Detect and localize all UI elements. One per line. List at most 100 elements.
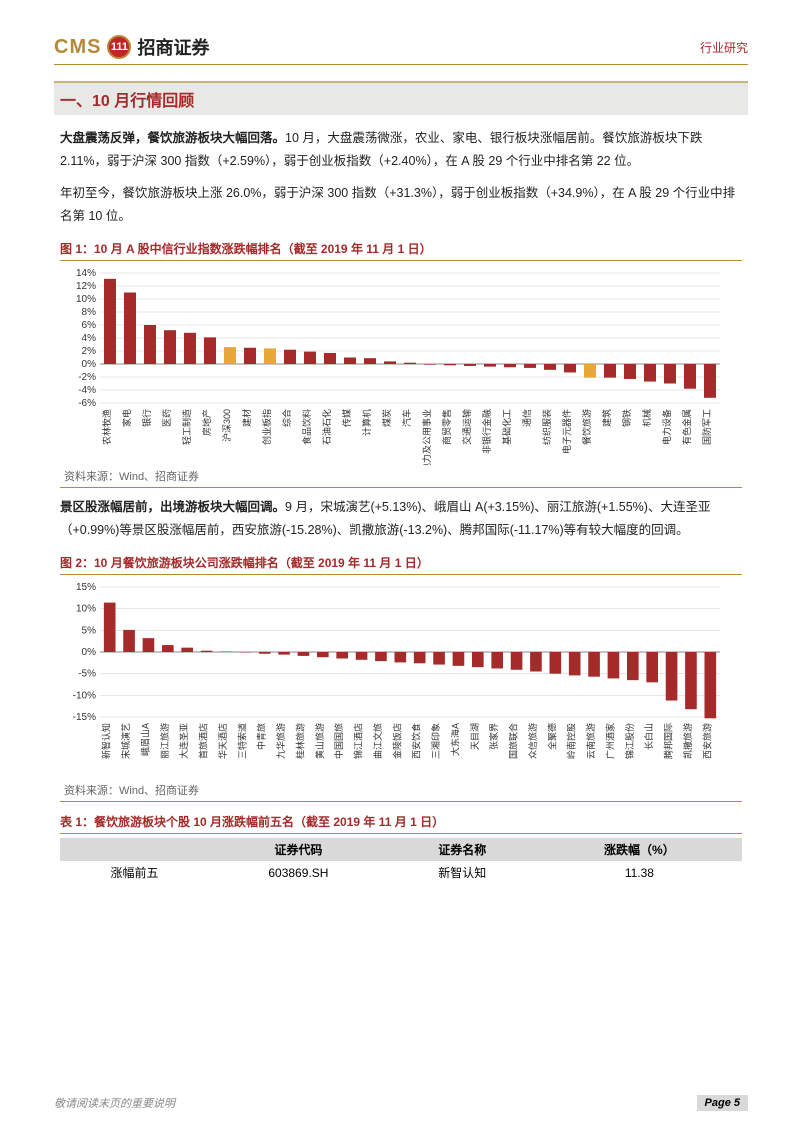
chart-bar: [453, 652, 465, 666]
svg-text:机械: 机械: [641, 409, 652, 427]
fig1-source: 资料来源：Wind、招商证券: [60, 465, 742, 488]
svg-text:大东海A: 大东海A: [449, 723, 460, 756]
chart-bar: [104, 279, 116, 364]
chart-bar: [395, 652, 407, 662]
paragraph-3: 景区股涨幅居前，出境游板块大幅回调。9 月，宋城演艺(+5.13%)、峨眉山 A…: [60, 496, 742, 541]
chart-bar: [284, 350, 296, 364]
chart-bar: [491, 652, 503, 668]
svg-text:凯撒旅游: 凯撒旅游: [682, 723, 693, 759]
chart-bar: [550, 652, 562, 674]
chart-bar: [664, 364, 676, 384]
svg-text:新智认知: 新智认知: [101, 723, 112, 759]
svg-text:餐饮旅游: 餐饮旅游: [581, 409, 592, 445]
svg-text:金陵饭店: 金陵饭店: [391, 723, 402, 759]
page-footer: 敬请阅读末页的重要说明 Page 5: [54, 1095, 748, 1111]
svg-text:5%: 5%: [82, 625, 97, 636]
svg-text:西安旅游: 西安旅游: [701, 723, 712, 759]
chart-bar: [530, 652, 542, 672]
chart-bar: [204, 337, 216, 364]
svg-text:非银行金融: 非银行金融: [481, 409, 492, 454]
fig2-caption: 图 2：10 月餐饮旅游板块公司涨跌幅排名（截至 2019 年 11 月 1 日…: [60, 551, 742, 575]
svg-text:岭南控股: 岭南控股: [566, 723, 577, 759]
svg-text:医药: 医药: [162, 409, 172, 427]
svg-text:三特索道: 三特索道: [236, 723, 247, 759]
svg-text:国防军工: 国防军工: [701, 409, 712, 445]
svg-text:8%: 8%: [82, 307, 97, 318]
svg-text:桂林旅游: 桂林旅游: [294, 723, 305, 759]
chart-bar: [259, 652, 271, 654]
svg-text:张家界: 张家界: [488, 723, 499, 750]
svg-text:10%: 10%: [76, 294, 96, 305]
header-category: 行业研究: [700, 39, 748, 56]
svg-text:轻工制造: 轻工制造: [181, 409, 192, 445]
chart-bar: [544, 364, 556, 370]
section-title-bar: 一、10 月行情回顾: [54, 81, 748, 115]
chart-bar: [524, 364, 536, 368]
svg-text:-6%: -6%: [78, 398, 96, 409]
logo-en: CMS: [54, 36, 101, 59]
chart-bar: [584, 364, 596, 378]
svg-text:电力设备: 电力设备: [661, 409, 672, 445]
table-cell: 新智认知: [388, 861, 537, 884]
footer-page-number: Page 5: [697, 1095, 748, 1111]
chart-bar: [304, 352, 316, 364]
chart-bar: [685, 652, 697, 709]
svg-text:14%: 14%: [76, 268, 96, 279]
svg-text:电力及公用事业: 电力及公用事业: [421, 409, 432, 465]
svg-text:建筑: 建筑: [601, 409, 612, 427]
paragraph-2: 年初至今，餐饮旅游板块上涨 26.0%，弱于沪深 300 指数（+31.3%），…: [60, 182, 742, 227]
table1-caption: 表 1：餐饮旅游板块个股 10 月涨跌幅前五名（截至 2019 年 11 月 1…: [60, 810, 742, 834]
svg-text:15%: 15%: [76, 582, 96, 593]
svg-text:云南旅游: 云南旅游: [585, 723, 596, 759]
svg-text:2%: 2%: [82, 346, 97, 357]
chart-bar: [666, 652, 678, 701]
svg-text:广州酒家: 广州酒家: [604, 723, 615, 759]
chart-bar: [184, 333, 196, 364]
table-header-cell: 证券代码: [209, 838, 388, 861]
fig1-chart: -6%-4%-2%0%2%4%6%8%10%12%14%农林牧渔家电银行医药轻工…: [60, 265, 742, 465]
svg-text:农林牧渔: 农林牧渔: [101, 409, 112, 445]
svg-text:天目湖: 天目湖: [470, 723, 480, 750]
chart-bar: [588, 652, 600, 677]
svg-text:-15%: -15%: [73, 712, 96, 723]
svg-text:锦江股份: 锦江股份: [624, 723, 635, 759]
chart-bar: [124, 293, 136, 365]
chart-bar: [356, 652, 368, 660]
svg-text:中国国旅: 中国国旅: [333, 723, 344, 759]
svg-text:通信: 通信: [521, 409, 532, 427]
chart-bar: [414, 652, 426, 663]
svg-text:0%: 0%: [82, 647, 97, 658]
chart-bar: [624, 364, 636, 379]
svg-text:中青旅: 中青旅: [256, 723, 267, 750]
chart-bar: [705, 652, 717, 718]
svg-text:华天酒店: 华天酒店: [217, 723, 228, 759]
chart-bar: [324, 353, 336, 364]
svg-text:有色金属: 有色金属: [681, 409, 692, 445]
svg-text:银行: 银行: [141, 409, 152, 427]
chart-bar: [484, 364, 496, 367]
chart-bar: [104, 603, 116, 652]
chart-bar: [569, 652, 581, 675]
table-cell: 涨幅前五: [60, 861, 209, 884]
chart-bar: [472, 652, 484, 667]
p3-bold: 景区股涨幅居前，出境游板块大幅回调。: [60, 500, 285, 514]
chart-bar: [511, 652, 523, 670]
chart-bar: [201, 651, 213, 652]
chart-bar: [344, 358, 356, 365]
svg-text:长白山: 长白山: [643, 723, 654, 750]
svg-text:首旅酒店: 首旅酒店: [198, 723, 209, 759]
svg-text:腾邦国际: 腾邦国际: [663, 723, 674, 759]
svg-text:-2%: -2%: [78, 372, 96, 383]
svg-text:基础化工: 基础化工: [501, 409, 512, 445]
chart-bar: [123, 630, 135, 652]
chart-bar: [424, 364, 436, 365]
table-header-cell: 涨跌幅（%）: [537, 838, 742, 861]
chart-bar: [608, 652, 620, 678]
svg-text:石油石化: 石油石化: [321, 409, 332, 445]
paragraph-1: 大盘震荡反弹，餐饮旅游板块大幅回落。10 月，大盘震荡微涨，农业、家电、银行板块…: [60, 127, 742, 172]
svg-text:创业板指: 创业板指: [261, 409, 272, 445]
chart-bar: [375, 652, 387, 661]
page-header: CMS 111 招商证券 行业研究: [54, 34, 748, 65]
chart-bar: [464, 364, 476, 366]
svg-text:汽车: 汽车: [401, 409, 412, 427]
